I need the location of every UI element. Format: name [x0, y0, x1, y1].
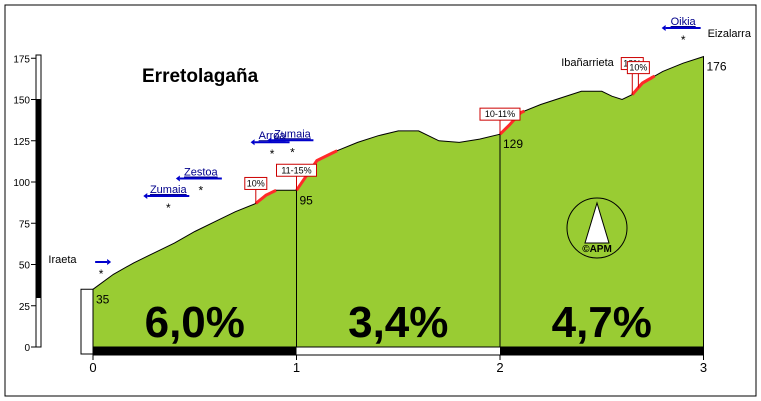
direction-label: Zumaia: [274, 128, 312, 140]
direction-label: Oikia: [671, 16, 697, 28]
place-name-label: Iraeta: [48, 254, 77, 266]
y-tick-label: 175: [13, 54, 30, 65]
x-tick-label: 2: [496, 360, 503, 375]
steep-section-line: [295, 149, 338, 192]
direction-label: Arroa: [259, 130, 287, 142]
logo-text: ©APM: [582, 244, 612, 255]
chart-title: Erretolagaña: [142, 66, 259, 87]
junction-marker: *: [166, 201, 171, 215]
y-tick-label: 100: [13, 178, 30, 189]
direction-label: Zestoa: [184, 167, 219, 179]
direction-arrowhead: [267, 137, 272, 144]
segment-gradient-label: 4,7%: [552, 298, 652, 347]
y-tick-label: 0: [24, 343, 30, 354]
x-tick-label: 1: [293, 360, 300, 375]
altitude-label: 176: [707, 60, 727, 74]
segment-gradient-label: 3,4%: [348, 298, 448, 347]
direction-arrowhead: [250, 139, 255, 146]
direction-arrowhead: [661, 25, 666, 31]
x-axis-band: [93, 347, 297, 355]
place-name-label: Ibañarrieta: [561, 57, 614, 69]
steep-section-label: 10-11%: [485, 109, 515, 119]
y-tick-label: 25: [19, 302, 31, 313]
junction-marker: *: [199, 184, 204, 198]
altitude-label: 35: [96, 292, 110, 306]
steep-section-label: 10%: [247, 178, 265, 188]
steep-section-label: 10%: [629, 63, 647, 73]
altitude-label: 95: [300, 193, 314, 207]
steep-section-label: 11-15%: [281, 165, 311, 175]
altitude-label: 129: [503, 137, 523, 151]
direction-arrowhead: [175, 175, 180, 182]
x-tick-label: 0: [89, 360, 96, 375]
steep-section-line: [637, 74, 656, 89]
profile-area: [92, 55, 704, 348]
y-axis-band: [36, 99, 41, 298]
segment-gradient-label: 6,0%: [145, 298, 245, 347]
direction-label: Zumaia: [150, 184, 188, 196]
place-name-label: Eizalarra: [708, 28, 752, 40]
junction-marker: *: [681, 33, 686, 47]
x-tick-label: 3: [700, 360, 707, 375]
y-tick-label: 125: [13, 137, 30, 148]
direction-arrowhead: [107, 259, 112, 265]
logo-mountain: [584, 201, 610, 244]
junction-marker: *: [99, 267, 104, 281]
y-tick-label: 75: [19, 219, 31, 230]
direction-arrowhead: [143, 193, 148, 200]
junction-marker: *: [270, 147, 275, 161]
x-axis-band: [500, 347, 704, 355]
steep-section-line: [254, 188, 277, 205]
steep-section-badge: [626, 61, 650, 75]
y-tick-label: 150: [13, 96, 30, 107]
junction-marker: *: [290, 145, 295, 159]
y-tick-label: 50: [19, 261, 31, 272]
logo-circle: [566, 197, 628, 259]
start-post: [80, 288, 94, 355]
